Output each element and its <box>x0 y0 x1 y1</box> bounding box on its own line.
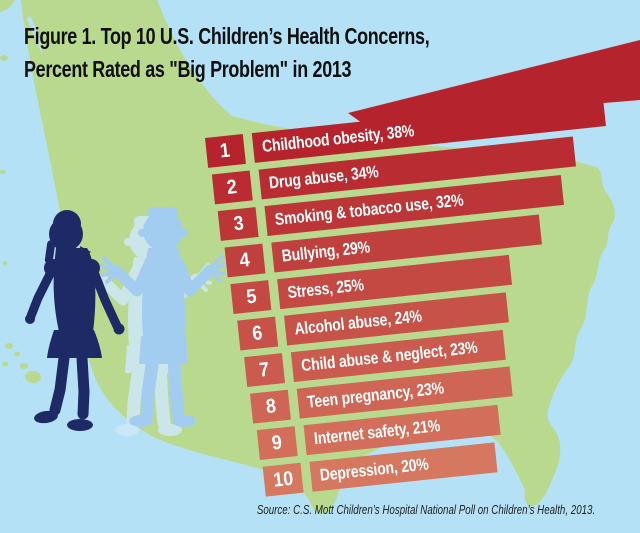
source-note: Source: C.S. Mott Children’s Hospital Na… <box>256 503 596 517</box>
rank-number: 8 <box>264 394 277 418</box>
bar-chart: 1 Childhood obesity, 38% 2 Drug abuse, 34% 3… <box>205 89 640 533</box>
bar-label: Depression, 20% <box>319 454 430 485</box>
island-speck <box>0 55 8 61</box>
rank-number: 10 <box>272 467 295 492</box>
rank-badge: 1 <box>205 134 246 168</box>
rank-number: 4 <box>238 248 251 272</box>
rank-number: 6 <box>251 321 264 345</box>
rank-badge: 8 <box>250 389 292 424</box>
rank-badge: 9 <box>256 426 298 461</box>
rank-number: 7 <box>257 358 271 382</box>
figure-title: Figure 1. Top 10 U.S. Children’s Health … <box>24 20 430 86</box>
hawaii-island <box>2 361 8 367</box>
hawaii-island <box>25 371 41 383</box>
rank-badge: 2 <box>211 170 253 205</box>
hawaii-island <box>5 343 13 349</box>
girl-silhouette <box>25 210 125 431</box>
rank-badge: 4 <box>224 243 266 278</box>
island-speck <box>2 261 8 265</box>
bar-label: Alcohol abuse, 24% <box>293 306 423 339</box>
rank-number: 9 <box>270 431 284 455</box>
hawaii-island <box>14 351 20 357</box>
figure-title-line2: Percent Rated as "Big Problem" in 2013 <box>24 56 352 82</box>
bar-label: Teen pregnancy, 23% <box>306 378 446 412</box>
islands <box>0 0 41 383</box>
bar-label: Child abuse & neglect, 23% <box>299 337 478 376</box>
figure-title-line1: Figure 1. Top 10 U.S. Children’s Health … <box>24 23 430 49</box>
bar-label: Bullying, 29% <box>280 237 371 266</box>
rank-badge: 5 <box>230 280 272 314</box>
bar-label: Internet safety, 21% <box>312 416 441 449</box>
bar-label: Stress, 25% <box>287 275 366 303</box>
alaska-fragment <box>0 0 15 12</box>
hawaii-island <box>20 363 28 369</box>
rank-number: 3 <box>232 212 245 235</box>
rank-badge: 7 <box>243 353 285 387</box>
bar-label: Drug abuse, 34% <box>267 162 379 193</box>
rank-badge: 3 <box>217 207 259 241</box>
coast-inlet <box>27 16 42 54</box>
rank-number: 5 <box>245 285 258 309</box>
rank-badge: 10 <box>263 462 304 497</box>
rank-badge: 6 <box>237 316 279 351</box>
island-speck <box>0 170 6 174</box>
rank-number: 2 <box>225 175 238 199</box>
rank-number: 1 <box>219 138 232 162</box>
